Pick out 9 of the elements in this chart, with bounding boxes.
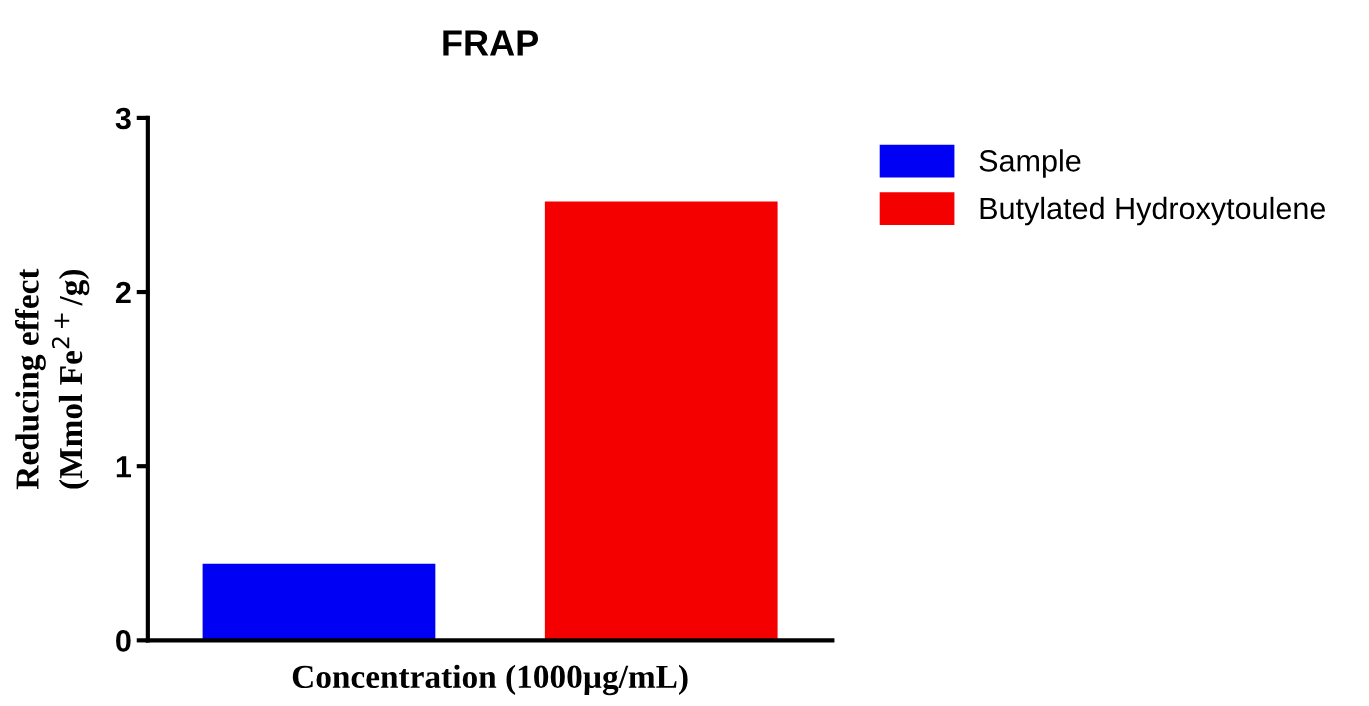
chart-title: FRAP	[443, 30, 539, 56]
y-tick-label: 0	[116, 630, 131, 652]
y-tick-label: 3	[115, 107, 131, 130]
y-tick-label: 2	[115, 281, 131, 304]
y-tick-label: 1	[116, 456, 132, 478]
x-axis-title: Concentration (1000µg/mL)	[292, 664, 688, 696]
y-axis-title: Reducing effect (Mmol Fe$^{2+}$/g)	[14, 268, 90, 490]
legend-label: Butylated Hydroxytoulene	[980, 196, 1325, 226]
legend-label: Sample	[979, 149, 1081, 178]
